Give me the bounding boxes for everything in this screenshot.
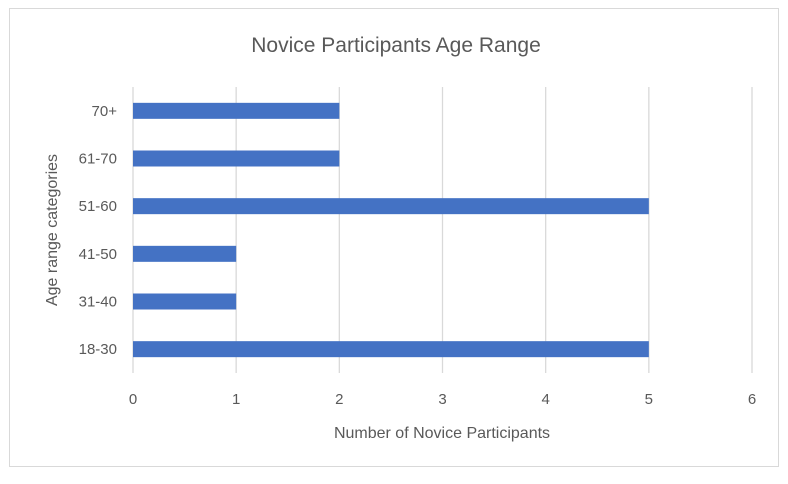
x-tick-labels: 0 1 2 3 4 5 6 (129, 391, 756, 408)
x-tick-label: 6 (748, 391, 756, 408)
x-tick-label: 0 (129, 391, 137, 408)
x-tick-label: 5 (645, 391, 653, 408)
y-tick-label: 61-70 (79, 151, 117, 168)
chart-frame (9, 8, 779, 467)
y-tick-label: 31-40 (79, 294, 117, 311)
y-tick-label: 41-50 (79, 246, 117, 263)
x-tick-label: 3 (438, 391, 446, 408)
bar (133, 102, 340, 119)
bar (133, 341, 649, 358)
chart-title: Novice Participants Age Range (251, 34, 541, 57)
x-tick-label: 4 (541, 391, 549, 408)
bars (133, 102, 649, 358)
y-axis-label: Age range categories (44, 154, 61, 306)
y-tick-label: 51-60 (79, 198, 117, 215)
x-tick-label: 2 (335, 391, 343, 408)
bar (133, 245, 237, 262)
y-tick-labels: 18-30 31-40 41-50 51-60 61-70 70+ (79, 103, 118, 358)
grid-lines (132, 87, 753, 373)
bar (133, 150, 340, 167)
y-tick-label: 70+ (92, 103, 118, 120)
x-tick-label: 1 (232, 391, 240, 408)
bar (133, 198, 649, 215)
y-tick-label: 18-30 (79, 341, 117, 358)
bar (133, 293, 237, 310)
x-axis-label: Number of Novice Participants (334, 425, 550, 442)
